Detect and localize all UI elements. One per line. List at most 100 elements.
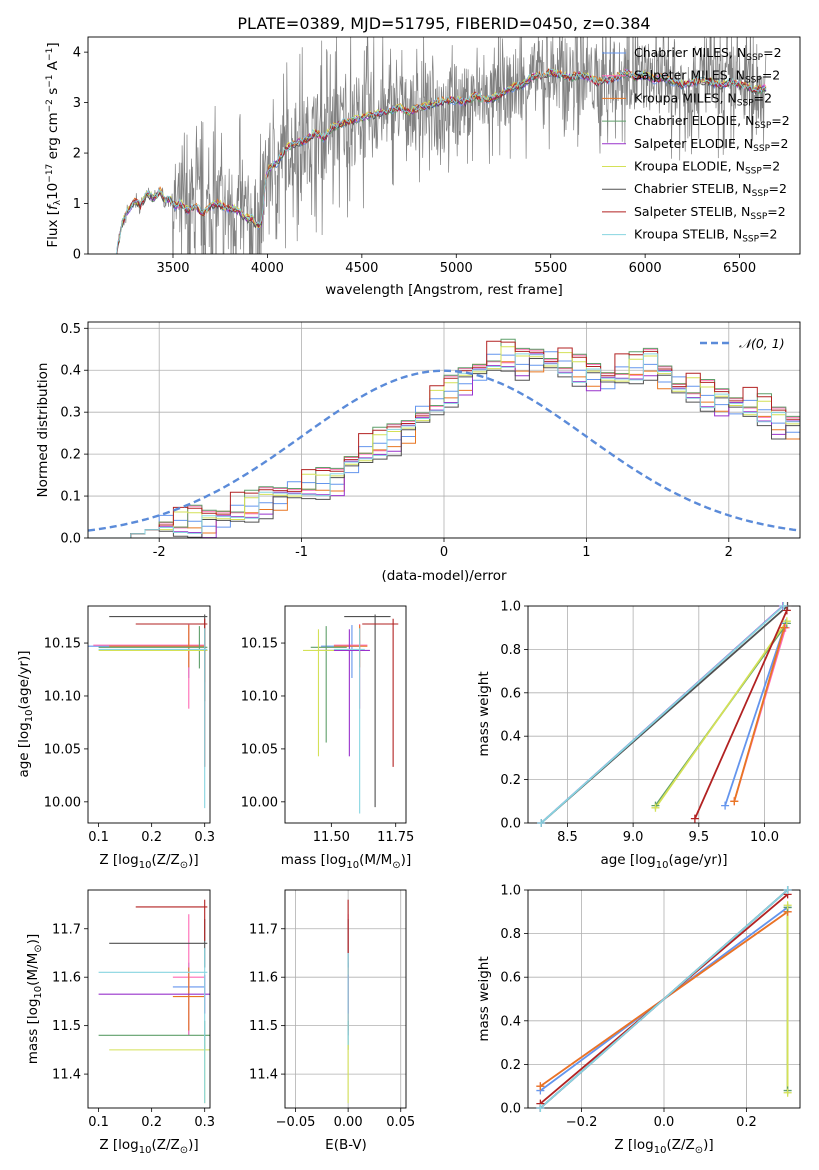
- age-vs-mass-xlabel-part: mass [log: [281, 852, 347, 868]
- massweight-kroupa-stelib-line: [539, 890, 789, 1108]
- mass-vs-z-ylabel-part: (M/M: [25, 953, 41, 986]
- massweight-salpeter-stelib-marker: [782, 606, 791, 615]
- legend-subscript: SSP: [750, 212, 767, 222]
- age_vs_Z-plot-area: [88, 614, 208, 809]
- ylabel-part: −1: [45, 74, 55, 87]
- y-tick-label: 1.0: [500, 600, 521, 615]
- y-tick-label: 11.4: [249, 1068, 278, 1083]
- normal-distribution-curve: [88, 369, 800, 532]
- legend-suffix: =2: [759, 227, 777, 242]
- x-tick-label: 0.2: [141, 830, 162, 845]
- legend-subscript: SSP: [753, 144, 770, 154]
- legend-subscript: SSP: [746, 53, 763, 63]
- y-tick-label: 1: [73, 197, 81, 212]
- legend-suffix: =2: [762, 159, 780, 174]
- x-tick-label: 9.5: [688, 830, 709, 845]
- spectrum-frame: [87, 36, 801, 255]
- massweight-kroupa-elodie-line: [654, 620, 788, 809]
- massweight-kroupa-stelib-marker: [537, 819, 546, 827]
- mass_vs_Z-frame: [87, 889, 211, 1109]
- legend-subscript: SSP: [745, 167, 762, 177]
- legend-label: Kroupa STELIB, N: [634, 227, 742, 242]
- spectrum-plot-area: [116, 37, 767, 254]
- x-tick-label: 0.3: [194, 1115, 215, 1130]
- x-tick-label: 5000: [440, 261, 473, 276]
- legend-subscript: SSP: [745, 76, 762, 86]
- legend-entry: Salpeter ELODIE, NSSP=2: [634, 136, 788, 154]
- mass-vs-z-ylabel-part: )]: [25, 934, 41, 945]
- legend-label: Kroupa ELODIE, N: [634, 159, 745, 174]
- spectrum-axes: 3500 4000 4500 5000 5500 6000 6500 0 1 2 3 4: [73, 36, 801, 276]
- histogram-step-chabrier-miles: [88, 351, 800, 538]
- ylabel-part: A: [45, 60, 61, 74]
- residuals-xlabel: (data-model)/error: [381, 568, 507, 584]
- massweight-age-xlabel-part: 10: [656, 860, 669, 871]
- y-tick-label: 10.00: [241, 795, 278, 810]
- histogram-step-salpeter-miles: [88, 348, 800, 538]
- age_vs_mass-axes: 11.50 11.75 10.00 10.05 10.10 10.15: [241, 605, 414, 845]
- y-tick-label: 10.10: [241, 689, 278, 704]
- legend-entry: Chabrier ELODIE, NSSP=2: [634, 113, 790, 131]
- x-tick-label: 11.75: [377, 830, 414, 845]
- legend-label: Salpeter MILES, N: [634, 68, 745, 83]
- legend-label: Chabrier ELODIE, N: [634, 113, 754, 128]
- massweight-kroupa-stelib-marker: [783, 886, 792, 894]
- model-spectrum-kroupa-stelib: [116, 68, 767, 254]
- x-tick-label: 4000: [251, 261, 284, 276]
- massweight-age-xlabel-part: (age/yr)]: [668, 852, 727, 868]
- legend-label: Salpeter STELIB, N: [634, 204, 750, 219]
- x-tick-label: 8.5: [557, 830, 578, 845]
- x-tick-label: 0.1: [88, 830, 109, 845]
- massweight-kroupa-elodie-marker: [782, 617, 791, 626]
- x-tick-label: 0.2: [736, 1115, 757, 1130]
- legend-subscript: SSP: [752, 189, 769, 199]
- massweight-salpeter-stelib-line: [694, 609, 788, 820]
- massweight-chabrier-miles-marker: [721, 801, 730, 810]
- massweight-salpeter-stelib-marker: [690, 814, 699, 823]
- mass-vs-z-ylabel-part: 10: [33, 986, 44, 999]
- ylabel-part: f: [45, 203, 61, 210]
- massweight-kroupa-miles-marker: [780, 623, 789, 632]
- figure-title: PLATE=0389, MJD=51795, FIBERID=0450, z=0…: [237, 14, 650, 33]
- age_vs_mass-plot-area: [303, 614, 399, 814]
- histogram-step-chabrier-stelib: [88, 358, 800, 538]
- massweight_vs_age-plot-area: [528, 606, 800, 823]
- massweight-chabrier-miles-line: [724, 623, 787, 806]
- x-tick-label: 10.0: [750, 830, 779, 845]
- age-vs-z-xlabel-part: Z [log: [99, 852, 138, 868]
- histogram-step-salpeter-elodie: [88, 353, 800, 538]
- age-vs-z-xlabel-part: ⊙: [180, 860, 188, 871]
- x-tick-label: 3500: [156, 261, 189, 276]
- age-vs-z-xlabel-part: )]: [188, 852, 199, 868]
- massweight_vs_Z-plot-area: [528, 890, 800, 1108]
- legend-label: Salpeter ELODIE, N: [634, 136, 753, 151]
- mass-vs-z-xlabel-part: (Z/Z: [151, 1137, 179, 1153]
- y-tick-label: 0.5: [60, 322, 81, 337]
- age-vs-z-ylabel-part: age [log: [16, 722, 32, 777]
- age-vs-z-xlabel: Z [log10(Z/Z⊙)]: [99, 852, 198, 871]
- legend-suffix: =2: [767, 204, 785, 219]
- x-tick-label: 0: [440, 545, 448, 560]
- massweight-kroupa-elodie-marker: [651, 803, 660, 812]
- x-tick-label: 0.0: [654, 1115, 675, 1130]
- histogram-step-kroupa-miles: [88, 358, 800, 538]
- legend-label: Kroupa MILES, N: [634, 90, 737, 105]
- x-tick-label: −0.05: [276, 1115, 316, 1130]
- y-tick-label: 0.2: [500, 1058, 521, 1073]
- x-tick-label: 5500: [534, 261, 567, 276]
- spectrum-ylabel: Flux [fλ10−17 erg cm−2 s−1 A−1]: [45, 42, 63, 247]
- y-tick-label: 0.0: [500, 1102, 521, 1117]
- mass-vs-z-ylabel: mass [log10(M/M⊙)]: [25, 934, 44, 1064]
- x-tick-label: 0.00: [334, 1115, 363, 1130]
- legend-suffix: =2: [754, 90, 772, 105]
- x-tick-label: 4500: [345, 261, 378, 276]
- age-vs-mass-xlabel-part: ⊙: [392, 860, 400, 871]
- y-tick-label: 11.5: [52, 1019, 81, 1034]
- massweight-z-xlabel: Z [log10(Z/Z⊙)]: [614, 1137, 713, 1156]
- age-vs-z-ylabel: age [log10(age/yr)]: [16, 650, 35, 777]
- y-tick-label: 11.5: [249, 1019, 278, 1034]
- legend-entry: Salpeter MILES, NSSP=2: [634, 68, 780, 86]
- legend-suffix: =2: [762, 68, 780, 83]
- mass-vs-z-xlabel: Z [log10(Z/Z⊙)]: [99, 1137, 198, 1156]
- massweight-age-xlabel-part: age [log: [600, 852, 655, 868]
